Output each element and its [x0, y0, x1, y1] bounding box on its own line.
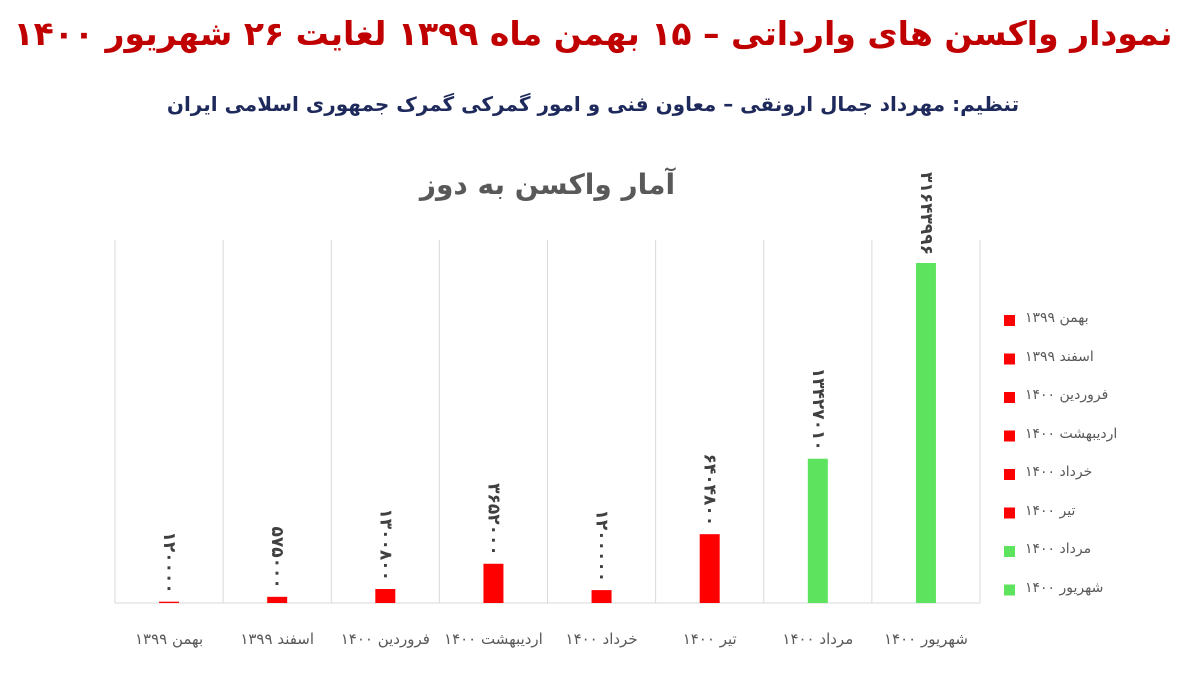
subtitle: تنظیم: مهرداد جمال ارونقی – معاون فنی و …: [166, 92, 1020, 116]
data-label: ۵۷۵۰۰۰: [267, 527, 287, 589]
data-label: ۱۳۰۰۸۰۰: [375, 508, 395, 581]
legend-swatch: [1004, 507, 1015, 519]
bar: [267, 596, 288, 603]
bar: [375, 589, 396, 603]
legend-swatch: [1004, 430, 1015, 442]
legend-swatch: [1004, 546, 1015, 557]
x-tick-label: اردیبهشت ۱۴۰۰: [444, 630, 543, 648]
legend-swatch: [1004, 469, 1015, 480]
x-tick-label: خرداد ۱۴۰۰: [565, 630, 638, 648]
data-label: ۱۳۴۲۷۰۱۰: [808, 368, 828, 451]
x-tick-label: مرداد ۱۴۰۰: [782, 630, 854, 648]
bar: [807, 458, 828, 603]
title: نمودار واکسن های وارداتی – ۱۵ بهمن ماه ۱…: [13, 14, 1173, 53]
bar: [159, 601, 180, 603]
legend-swatch: [1004, 315, 1015, 326]
legend-label: فروردین ۱۴۰۰: [1025, 387, 1109, 403]
bar: [915, 263, 936, 603]
data-label: ۶۴۰۴۸۰۰: [700, 454, 720, 527]
legend-label: مرداد ۱۴۰۰: [1025, 541, 1092, 557]
bar: [591, 590, 612, 603]
legend-label: بهمن ۱۳۹۹: [1025, 310, 1089, 326]
x-tick-label: شهریور ۱۴۰۰: [883, 630, 968, 648]
legend-label: اسفند ۱۳۹۹: [1025, 348, 1094, 365]
x-tick-label: بهمن ۱۳۹۹: [134, 630, 204, 648]
data-label: ۱۲۰۰۰۰۰: [592, 509, 612, 582]
x-tick-label: فروردین ۱۴۰۰: [340, 630, 430, 648]
chart-title: آمار واکسن به دوز: [419, 168, 676, 201]
data-label: ۳۱۶۴۳۹۹۶: [916, 172, 936, 255]
bar: [699, 534, 720, 603]
data-label: ۳۶۵۲۰۰۰: [483, 483, 503, 556]
legend-label: خرداد ۱۴۰۰: [1025, 464, 1093, 480]
data-label: ۱۲۰۰۰۰: [159, 531, 179, 593]
legend-label: اردیبهشت ۱۴۰۰: [1025, 425, 1118, 442]
legend-swatch: [1004, 353, 1015, 365]
legend-swatch: [1004, 584, 1015, 596]
legend-label: تیر ۱۴۰۰: [1025, 502, 1076, 519]
bar: [483, 563, 504, 603]
legend-label: شهریور ۱۴۰۰: [1025, 579, 1104, 596]
x-tick-label: اسفند ۱۳۹۹: [240, 630, 315, 648]
x-tick-label: تیر ۱۴۰۰: [682, 630, 737, 648]
legend-swatch: [1004, 392, 1015, 403]
